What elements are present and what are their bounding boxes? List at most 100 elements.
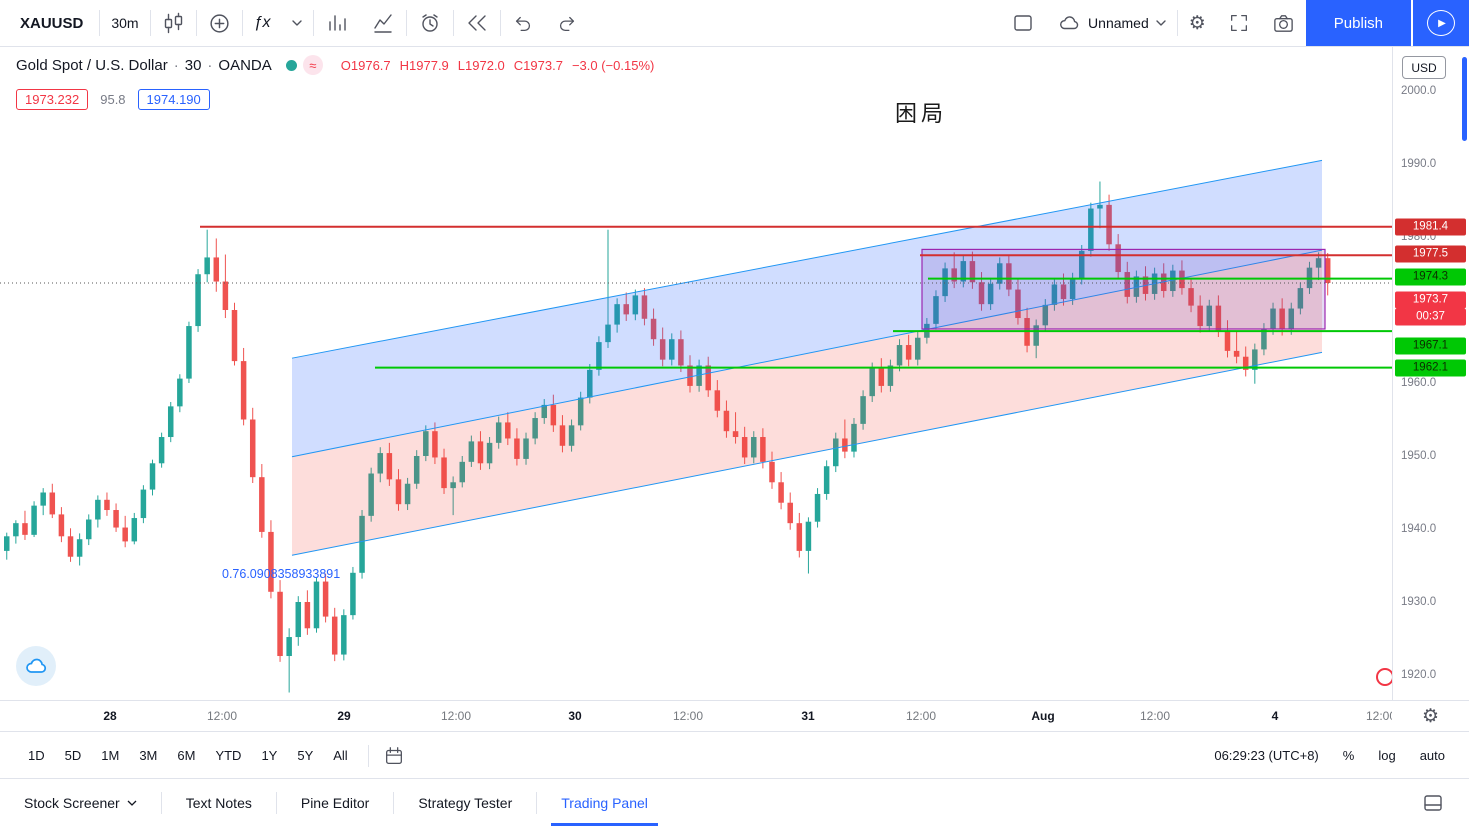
range-divider <box>367 744 369 767</box>
fullscreen-icon <box>1230 15 1247 31</box>
tab-pine-editor[interactable]: Pine Editor <box>277 779 393 826</box>
channel-value-label: 0.76.0908358933891 <box>222 567 341 581</box>
camera-icon <box>1274 14 1293 32</box>
indicators-dropdown-button[interactable] <box>281 0 313 46</box>
top-toolbar: XAUUSD 30m ƒx <box>0 0 1469 47</box>
axis-tick: 1930.0 <box>1401 596 1437 608</box>
compare-button[interactable] <box>197 0 242 46</box>
tab-label: Strategy Tester <box>418 794 513 811</box>
indicator-templates-button[interactable] <box>314 0 360 46</box>
alarm-clock-icon <box>422 14 439 32</box>
range-5d[interactable]: 5D <box>64 748 82 763</box>
calendar-icon <box>385 746 402 764</box>
range-bar: 1D 5D 1M 3M 6M YTD 1Y 5Y All 06:29:23 (UTC+8) % … <box>0 731 1469 779</box>
legend-exchange[interactable]: OANDA <box>218 56 272 74</box>
range-all[interactable]: All <box>333 748 348 763</box>
range-3m[interactable]: 3M <box>139 748 158 763</box>
high-value: H1977.9 <box>399 57 449 73</box>
indicators-button[interactable]: ƒx <box>243 0 282 46</box>
chart-pane[interactable]: Gold Spot / U.S. Dollar · 30 · OANDA ≈ O… <box>0 46 1392 700</box>
chevron-down-icon <box>292 20 303 26</box>
go-to-date-button[interactable] <box>379 745 409 767</box>
range-1d[interactable]: 1D <box>28 748 45 763</box>
redo-icon <box>560 16 575 31</box>
tab-separator <box>160 791 162 814</box>
symbol-button[interactable]: XAUUSD <box>20 14 84 32</box>
time-label: 30 <box>568 709 582 723</box>
time-label: 12:00 <box>672 709 704 723</box>
tab-strategy-tester[interactable]: Strategy Tester <box>394 779 536 826</box>
layout-button[interactable] <box>1000 0 1046 46</box>
panel-toggle-button[interactable] <box>1421 791 1469 815</box>
cloud-icon <box>1060 16 1079 30</box>
stop-price-chip[interactable]: 1973.232 <box>16 89 89 110</box>
redo-button[interactable] <box>545 0 589 46</box>
chevron-down-icon <box>1156 20 1166 26</box>
price-axis[interactable]: USD 2000.01990.01980.01970.01960.01950.0… <box>1392 46 1469 700</box>
toolbar-separator <box>195 10 197 36</box>
tab-text-notes[interactable]: Text Notes <box>162 779 276 826</box>
settings-button[interactable]: ⚙ <box>1178 0 1217 46</box>
axis-tick: 1920.0 <box>1401 669 1437 681</box>
time-label: 12:00 <box>1365 709 1392 723</box>
range-5y[interactable]: 5Y <box>297 748 314 763</box>
cloud-logo-icon <box>26 658 47 673</box>
interval-button[interactable]: 30m <box>111 15 139 31</box>
screenshot-button[interactable] <box>1261 0 1306 46</box>
candlestick-icon <box>164 12 182 33</box>
low-value: L1972.0 <box>457 57 505 73</box>
fullscreen-button[interactable] <box>1217 0 1261 46</box>
price-label: 1977.5 <box>1395 245 1466 263</box>
toolbar-separator <box>453 10 455 36</box>
tab-label: Pine Editor <box>300 794 370 811</box>
scale-log-button[interactable]: log <box>1378 748 1396 763</box>
chart-legend: Gold Spot / U.S. Dollar · 30 · OANDA ≈ O… <box>16 55 654 75</box>
price-label: 1967.1 <box>1395 337 1466 355</box>
scale-auto-button[interactable]: auto <box>1419 748 1445 763</box>
alert-button[interactable] <box>407 0 453 46</box>
axis-tick: 1960.0 <box>1401 377 1437 389</box>
legend-interval[interactable]: 30 <box>184 56 202 74</box>
range-6m[interactable]: 6M <box>177 748 196 763</box>
panel-icon <box>1424 794 1442 811</box>
publish-more-button[interactable]: ▶ <box>1413 0 1469 46</box>
tabs-container: Stock Screener Text Notes Pine Editor Strat… <box>0 779 672 826</box>
range-1y[interactable]: 1Y <box>261 748 278 763</box>
layout-name-label: Unnamed <box>1088 15 1149 31</box>
range-ytd[interactable]: YTD <box>215 748 242 763</box>
clock-label[interactable]: 06:29:23 (UTC+8) <box>1214 748 1319 763</box>
currency-box[interactable]: USD <box>1402 56 1446 79</box>
toolbar-separator <box>149 10 151 36</box>
tab-stock-screener[interactable]: Stock Screener <box>0 779 161 826</box>
toolbar-separator <box>241 10 243 36</box>
scale-percent-button[interactable]: % <box>1342 748 1355 763</box>
publish-button[interactable]: Publish <box>1305 0 1411 46</box>
tab-separator <box>275 791 277 814</box>
timezone-gear-icon[interactable]: ⚙ <box>1421 706 1440 727</box>
axis-tick: 1990.0 <box>1401 158 1437 170</box>
cloud-save-button[interactable]: Unnamed <box>1046 0 1177 46</box>
chart-note-text[interactable]: 困局 <box>895 101 948 126</box>
tab-trading-panel[interactable]: Trading Panel <box>537 779 672 826</box>
time-axis[interactable]: 28 12:00 29 12:00 30 12:00 31 12:00 Aug 12:00 4 12:… <box>0 700 1392 732</box>
range-1m[interactable]: 1M <box>101 748 120 763</box>
realtime-marker-icon[interactable] <box>1376 668 1392 686</box>
forecast-button[interactable] <box>360 0 406 46</box>
watermark-logo-icon[interactable] <box>16 646 56 686</box>
layout-square-icon <box>1014 15 1032 31</box>
undo-icon <box>516 16 531 31</box>
price-level-chips: 1973.232 95.8 1974.190 <box>16 89 210 110</box>
replay-button[interactable] <box>454 0 500 46</box>
price-label: 1973.7 <box>1395 291 1466 309</box>
price-axis-scrollbar[interactable] <box>1462 57 1467 141</box>
tab-label: Text Notes <box>185 794 252 811</box>
chart-title[interactable]: Gold Spot / U.S. Dollar <box>16 56 168 74</box>
chart-type-button[interactable] <box>151 0 196 46</box>
dot-separator: · <box>173 56 179 74</box>
range-buttons: 1D 5D 1M 3M 6M YTD 1Y 5Y All <box>0 742 358 769</box>
target-price-chip[interactable]: 1974.190 <box>137 89 210 110</box>
undo-button[interactable] <box>501 0 545 46</box>
approx-icon[interactable]: ≈ <box>302 55 323 75</box>
ohlc-values: O1976.7 H1977.9 L1972.0 C1973.7 −3.0 (−0… <box>341 58 655 73</box>
candlestick-chart[interactable] <box>0 46 1392 700</box>
